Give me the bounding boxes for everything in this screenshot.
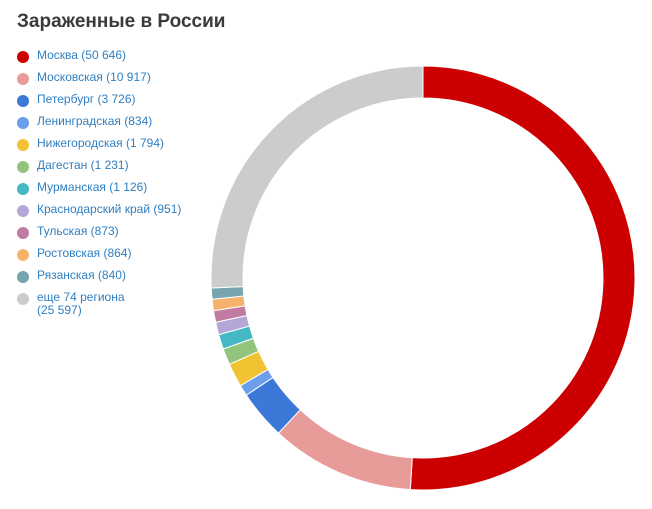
- legend-swatch: [17, 249, 29, 261]
- legend-swatch: [17, 95, 29, 107]
- legend-item[interactable]: Рязанская (840): [17, 268, 217, 290]
- legend-swatch: [17, 271, 29, 283]
- legend-label: Нижегородская (1 794): [37, 136, 164, 150]
- legend-swatch: [17, 139, 29, 151]
- legend-swatch: [17, 161, 29, 173]
- legend-swatch: [17, 73, 29, 85]
- legend-swatch: [17, 293, 29, 305]
- legend-item[interactable]: Петербург (3 726): [17, 92, 217, 114]
- legend-label: Ростовская (864): [37, 246, 132, 260]
- legend-label: Рязанская (840): [37, 268, 126, 282]
- legend-item[interactable]: Нижегородская (1 794): [17, 136, 217, 158]
- legend-item[interactable]: Ленинградская (834): [17, 114, 217, 136]
- legend-swatch: [17, 227, 29, 239]
- legend-item[interactable]: Краснодарский край (951): [17, 202, 217, 224]
- legend-item[interactable]: Тульская (873): [17, 224, 217, 246]
- legend-label: Краснодарский край (951): [37, 202, 182, 216]
- legend-swatch: [17, 183, 29, 195]
- legend-swatch: [17, 51, 29, 63]
- legend-label: еще 74 региона (25 597): [37, 291, 217, 317]
- legend-label: Москва (50 646): [37, 48, 126, 62]
- legend-label: Ленинградская (834): [37, 114, 153, 128]
- legend-label-name: еще 74 региона: [37, 290, 125, 304]
- legend-item[interactable]: еще 74 региона (25 597): [17, 290, 217, 324]
- legend-label-value: (25 597): [37, 303, 82, 317]
- legend-item[interactable]: Ростовская (864): [17, 246, 217, 268]
- legend-item[interactable]: Мурманская (1 126): [17, 180, 217, 202]
- legend-item[interactable]: Москва (50 646): [17, 48, 217, 70]
- legend-swatch: [17, 205, 29, 217]
- legend-label: Петербург (3 726): [37, 92, 136, 106]
- pie-slice[interactable]: [409, 65, 636, 491]
- legend-label: Тульская (873): [37, 224, 119, 238]
- legend-label: Московская (10 917): [37, 70, 151, 84]
- legend-label: Мурманская (1 126): [37, 180, 148, 194]
- legend-item[interactable]: Дагестан (1 231): [17, 158, 217, 180]
- legend-swatch: [17, 117, 29, 129]
- pie-slice[interactable]: [210, 65, 424, 289]
- legend-label: Дагестан (1 231): [37, 158, 129, 172]
- legend-item[interactable]: Московская (10 917): [17, 70, 217, 92]
- pie-slice[interactable]: [277, 409, 413, 491]
- chart-title: Зараженные в России: [17, 11, 226, 32]
- chart-legend: Москва (50 646) Московская (10 917) Петерб…: [17, 48, 217, 324]
